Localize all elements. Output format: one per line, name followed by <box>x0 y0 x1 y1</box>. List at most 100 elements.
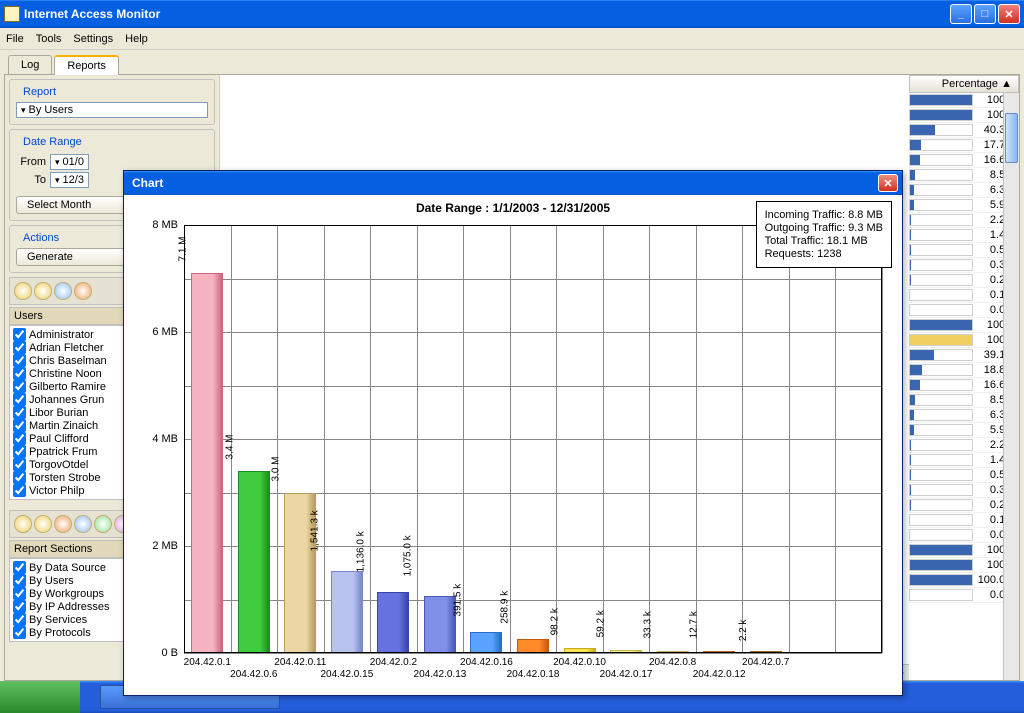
section-label: By Data Source <box>29 562 106 574</box>
filter-icon[interactable] <box>94 515 112 533</box>
x-axis-label: 204.42.0.8 <box>649 653 696 668</box>
filter-icon[interactable] <box>34 282 52 300</box>
chart-window: Chart ✕ Date Range : 1/1/2003 - 12/31/20… <box>123 170 903 696</box>
user-checkbox[interactable] <box>13 432 26 445</box>
to-label: To <box>16 174 46 186</box>
close-button[interactable]: ✕ <box>998 4 1020 24</box>
actions-title: Actions <box>20 232 62 244</box>
percentage-column: Percentage ▲ 100%100%40.3%17.7%16.6%8.5%… <box>909 75 1019 680</box>
menu-tools[interactable]: Tools <box>36 33 62 45</box>
x-axis-label: 204.42.0.16 <box>460 653 513 668</box>
user-label: Adrian Fletcher <box>29 342 104 354</box>
x-axis-label: 204.42.0.10 <box>553 653 606 668</box>
user-label: TorgovOtdel <box>29 459 88 471</box>
user-label: Administrator <box>29 329 94 341</box>
x-axis-label: 204.42.0.17 <box>600 653 653 680</box>
chart-titlebar[interactable]: Chart ✕ <box>124 171 902 195</box>
filter-icon[interactable] <box>54 282 72 300</box>
legend-incoming: Incoming Traffic: 8.8 MB <box>765 209 883 221</box>
section-checkbox[interactable] <box>13 626 26 639</box>
chart-plot-area: 7.1 M3.4 M3.0 M1,541.3 k1,136.0 k1,075.0… <box>184 225 882 653</box>
user-checkbox[interactable] <box>13 419 26 432</box>
user-checkbox[interactable] <box>13 406 26 419</box>
menu-help[interactable]: Help <box>125 33 148 45</box>
app-icon <box>4 6 20 22</box>
x-axis-label: 204.42.0.13 <box>414 653 467 680</box>
filter-icon[interactable] <box>14 515 32 533</box>
section-label: By Protocols <box>29 627 91 639</box>
y-axis-label: 6 MB <box>152 326 184 338</box>
user-checkbox[interactable] <box>13 393 26 406</box>
percentage-header[interactable]: Percentage ▲ <box>909 75 1019 93</box>
section-checkbox[interactable] <box>13 574 26 587</box>
filter-icon[interactable] <box>74 515 92 533</box>
user-label: Gilberto Ramire <box>29 381 106 393</box>
user-label: Paul Clifford <box>29 433 89 445</box>
chart-legend: Incoming Traffic: 8.8 MB Outgoing Traffi… <box>756 201 892 268</box>
tab-reports[interactable]: Reports <box>54 55 119 75</box>
to-dropdown[interactable]: 12/3 <box>50 172 89 188</box>
from-dropdown[interactable]: 01/0 <box>50 154 89 170</box>
section-checkbox[interactable] <box>13 587 26 600</box>
report-type-dropdown[interactable]: By Users <box>16 102 208 118</box>
x-axis-label: 204.42.0.6 <box>230 653 277 680</box>
section-checkbox[interactable] <box>13 613 26 626</box>
section-label: By Users <box>29 575 74 587</box>
filter-icon[interactable] <box>54 515 72 533</box>
user-label: Libor Burian <box>29 407 88 419</box>
section-checkbox[interactable] <box>13 600 26 613</box>
tab-log[interactable]: Log <box>8 55 52 74</box>
chart-close-button[interactable]: ✕ <box>878 174 898 192</box>
filter-icon[interactable] <box>34 515 52 533</box>
content-area: Report By Users Date Range From01/0 To12… <box>4 74 1020 681</box>
user-checkbox[interactable] <box>13 341 26 354</box>
minimize-button[interactable]: _ <box>950 4 972 24</box>
legend-requests: Requests: 1238 <box>765 248 883 260</box>
x-axis-label: 204.42.0.18 <box>507 653 560 680</box>
menu-file[interactable]: File <box>6 33 24 45</box>
user-checkbox[interactable] <box>13 354 26 367</box>
legend-total: Total Traffic: 18.1 MB <box>765 235 883 247</box>
user-checkbox[interactable] <box>13 445 26 458</box>
section-label: By IP Addresses <box>29 601 110 613</box>
vertical-scrollbar[interactable] <box>1003 93 1019 680</box>
legend-outgoing: Outgoing Traffic: 9.3 MB <box>765 222 883 234</box>
x-axis-label: 204.42.0.2 <box>370 653 417 668</box>
chart-window-title: Chart <box>128 176 878 190</box>
sort-up-icon: ▲ <box>1001 78 1012 90</box>
user-label: Martin Zinaich <box>29 420 98 432</box>
user-label: Johannes Grun <box>29 394 104 406</box>
user-checkbox[interactable] <box>13 328 26 341</box>
user-checkbox[interactable] <box>13 458 26 471</box>
maximize-button[interactable]: □ <box>974 4 996 24</box>
section-checkbox[interactable] <box>13 561 26 574</box>
user-checkbox[interactable] <box>13 380 26 393</box>
user-label: Ppatrick Frum <box>29 446 97 458</box>
user-label: Torsten Strobe <box>29 472 101 484</box>
from-label: From <box>16 156 46 168</box>
user-label: Christine Noon <box>29 368 102 380</box>
y-axis-label: 0 B <box>161 647 184 659</box>
user-checkbox[interactable] <box>13 484 26 497</box>
user-checkbox[interactable] <box>13 367 26 380</box>
y-axis-label: 2 MB <box>152 540 184 552</box>
tabbar: Log Reports <box>0 50 1024 74</box>
titlebar: Internet Access Monitor _ □ ✕ <box>0 0 1024 28</box>
window-title: Internet Access Monitor <box>24 7 950 21</box>
y-axis-label: 4 MB <box>152 433 184 445</box>
filter-icon[interactable] <box>14 282 32 300</box>
menubar: File Tools Settings Help <box>0 28 1024 50</box>
menu-settings[interactable]: Settings <box>73 33 113 45</box>
filter-icon[interactable] <box>74 282 92 300</box>
x-axis-label: 204.42.0.11 <box>274 653 326 668</box>
user-checkbox[interactable] <box>13 471 26 484</box>
x-axis-label: 204.42.0.12 <box>693 653 746 680</box>
x-axis-label: 204.42.0.15 <box>320 653 373 680</box>
report-group-title: Report <box>20 86 59 98</box>
x-axis-label: 204.42.0.1 <box>184 653 231 668</box>
section-label: By Workgroups <box>29 588 104 600</box>
chart-body: Date Range : 1/1/2003 - 12/31/2005 7.1 M… <box>124 195 902 695</box>
user-label: Chris Baselman <box>29 355 107 367</box>
report-group: Report By Users <box>9 79 215 125</box>
start-button[interactable] <box>0 681 80 713</box>
